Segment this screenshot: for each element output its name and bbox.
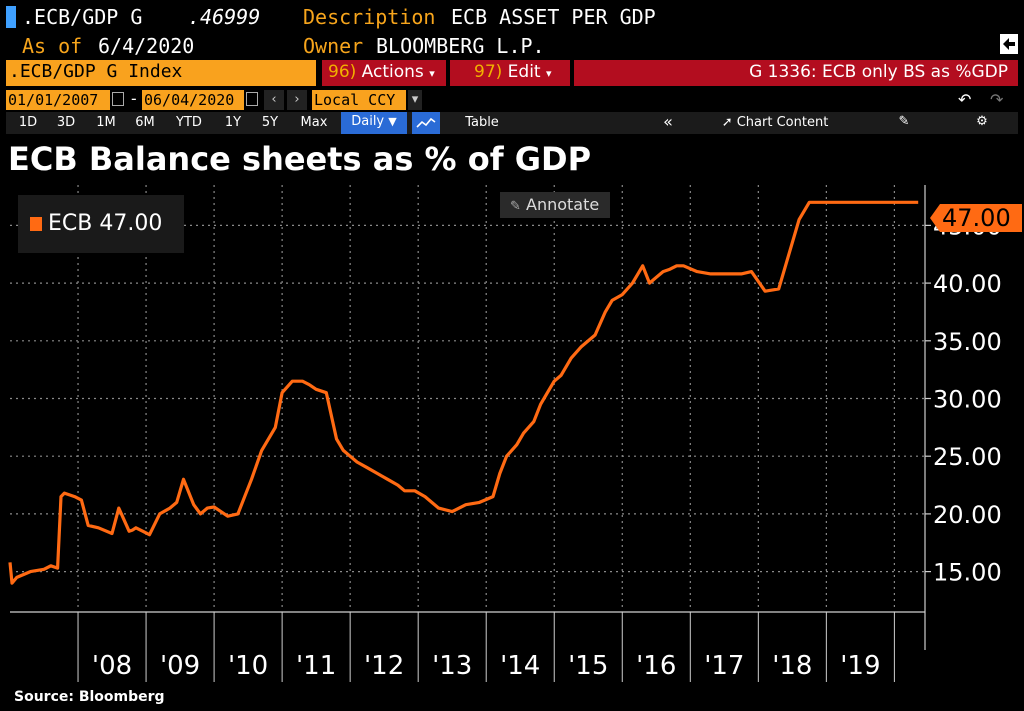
caret-down-icon: ▾ [546, 67, 552, 80]
calendar-icon[interactable] [246, 92, 258, 106]
period-6m[interactable]: 6M [135, 115, 155, 130]
actions-label: Actions [361, 62, 424, 82]
x-tick-label: '15 [568, 651, 608, 681]
edit-menu[interactable]: 97) Edit ▾ [450, 60, 570, 86]
actions-num: 96) [328, 62, 357, 82]
owner-value: BLOOMBERG L.P. [376, 34, 545, 58]
end-date-text: 06/04/2020 [144, 91, 235, 109]
description-value: ECB ASSET PER GDP [451, 5, 656, 29]
legend-label: ECB 47.00 [48, 211, 162, 236]
owner-text: BLOOMBERG L.P. [376, 34, 545, 58]
edit-label: Edit [507, 62, 541, 82]
edit-num: 97) [474, 62, 503, 82]
period-ytd[interactable]: YTD [176, 115, 202, 130]
calendar-icon[interactable] [112, 92, 124, 106]
y-tick-label: 30.00 [933, 386, 1002, 414]
start-date-text: 01/01/2007 [8, 91, 99, 109]
x-tick-label: '10 [228, 651, 268, 681]
x-tick-label: '08 [92, 651, 132, 681]
asof-label: As of [22, 34, 83, 58]
source-note: Source: Bloomberg [14, 689, 165, 705]
currency-dropdown-icon[interactable]: ▾ [408, 90, 422, 110]
line-chart-icon[interactable] [412, 112, 440, 134]
chart-name-field[interactable]: G 1336: ECB only BS as %GDP [574, 60, 1018, 86]
x-tick-label: '11 [296, 651, 336, 681]
date-separator: - [129, 89, 139, 108]
x-tick-label: '18 [772, 651, 812, 681]
period-max[interactable]: Max [300, 115, 328, 130]
ticker-symbol: .ECB/GDP G [22, 5, 143, 29]
x-tick-label: '13 [432, 651, 472, 681]
caret-down-icon: ▾ [429, 67, 435, 80]
export-icon[interactable] [1000, 34, 1018, 54]
y-tick-label: 20.00 [933, 501, 1002, 529]
y-tick-label: 15.00 [933, 559, 1002, 587]
legend-series-name: ECB [48, 211, 93, 236]
period-1y[interactable]: 1Y [224, 115, 242, 130]
chart-content-label: Chart Content [736, 115, 829, 130]
redo-icon[interactable]: ↷ [990, 90, 1004, 109]
frequency-select[interactable]: Daily ▼ [341, 112, 407, 134]
legend[interactable]: ECB 47.00 [18, 195, 184, 253]
chart-toolbar [6, 112, 1018, 134]
frequency-text: Daily [351, 114, 385, 129]
annotate-button[interactable]: ✎ Annotate [500, 192, 610, 218]
edit-pen-icon[interactable]: ✎ [898, 114, 910, 129]
period-1m[interactable]: 1M [96, 115, 116, 130]
y-tick-label: 25.00 [933, 443, 1002, 471]
x-tick-label: '19 [840, 651, 880, 681]
undo-icon[interactable]: ↶ [958, 90, 972, 109]
settings-gear-icon[interactable]: ⚙ [976, 114, 988, 129]
prev-period-button[interactable]: ‹ [264, 90, 284, 110]
y-tick-label: 40.00 [933, 270, 1002, 298]
legend-series-last: 47.00 [99, 211, 163, 236]
description-label: Description [303, 5, 436, 29]
x-tick-label: '14 [500, 651, 540, 681]
pencil-icon: ✎ [510, 199, 521, 214]
security-text: .ECB/GDP G Index [9, 61, 183, 82]
table-button[interactable]: Table [465, 115, 499, 130]
y-tick-label: 35.00 [933, 328, 1002, 356]
chart-title: ECB Balance sheets as % of GDP [8, 140, 592, 178]
x-tick-label: '16 [636, 651, 676, 681]
chart-content-button[interactable]: ➚ Chart Content [712, 113, 838, 133]
x-tick-label: '17 [704, 651, 744, 681]
security-marker [6, 6, 16, 28]
legend-swatch [30, 217, 42, 231]
owner-label: Owner [303, 34, 364, 58]
next-period-button[interactable]: › [287, 90, 307, 110]
ticker-value: .46999 [188, 5, 261, 29]
asof-date: 6/4/2020 [98, 34, 195, 58]
period-3d[interactable]: 3D [56, 115, 76, 130]
end-date-field[interactable]: 06/04/2020 [142, 90, 244, 110]
collapse-icon[interactable]: « [663, 112, 673, 131]
chart-content-icon: ➚ [721, 115, 733, 130]
x-tick-label: '12 [364, 651, 404, 681]
period-1d[interactable]: 1D [18, 115, 38, 130]
series-line-ecb [8, 200, 919, 585]
period-5y[interactable]: 5Y [261, 115, 279, 130]
security-field[interactable]: .ECB/GDP G Index [6, 60, 316, 86]
caret-down-icon: ▼ [388, 115, 397, 128]
x-tick-label: '09 [160, 651, 200, 681]
last-value-tag: 47.00 [930, 203, 1022, 233]
annotate-label: Annotate [526, 195, 600, 214]
actions-menu[interactable]: 96) Actions ▾ [322, 60, 446, 86]
start-date-field[interactable]: 01/01/2007 [6, 90, 110, 110]
last-value-text: 47.00 [942, 204, 1011, 232]
chart-name-text: G 1336: ECB only BS as %GDP [749, 62, 1008, 82]
currency-text: Local CCY [314, 91, 396, 109]
currency-select[interactable]: Local CCY [312, 90, 406, 110]
